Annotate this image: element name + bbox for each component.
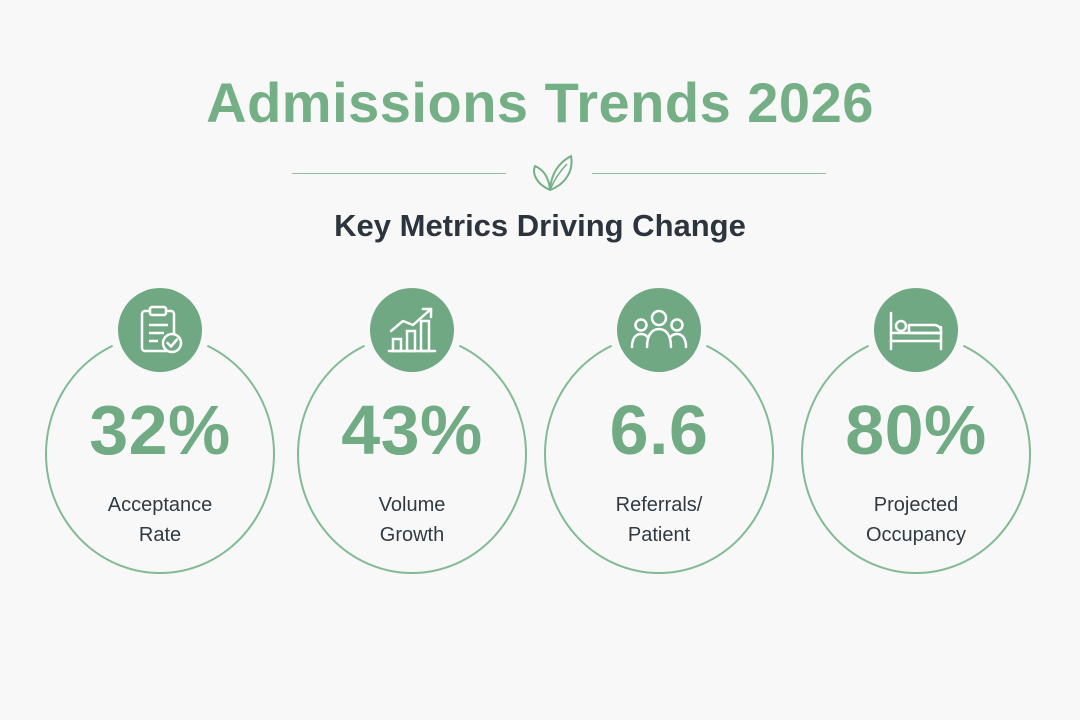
- bar-chart-growth-icon: [387, 307, 437, 353]
- metric-value-projected-occupancy: 80%: [845, 391, 987, 469]
- metric-label-line: Patient: [627, 524, 691, 546]
- metric-label-line: Occupancy: [865, 524, 967, 546]
- metric-label-line: Growth: [379, 524, 445, 546]
- bed-patient-icon: [889, 311, 943, 351]
- metric-badge-volume-growth: [370, 288, 454, 372]
- clipboard-check-icon: [140, 305, 183, 354]
- page-subtitle: Key Metrics Driving Change: [334, 208, 746, 243]
- metric-label-volume-growth: Volume Growth: [297, 490, 527, 550]
- metric-label-acceptance-rate: Acceptance Rate: [45, 490, 275, 550]
- metric-value-acceptance-rate: 32%: [89, 391, 231, 469]
- metric-label-line: Acceptance: [107, 494, 213, 516]
- metric-badge-projected-occupancy: [874, 288, 958, 372]
- metric-label-line: Referrals/: [615, 494, 703, 516]
- metric-badge-referrals-patient: [617, 288, 701, 372]
- group-people-icon: [630, 309, 688, 349]
- metric-label-projected-occupancy: Projected Occupancy: [801, 490, 1031, 550]
- metric-badge-acceptance-rate: [118, 288, 202, 372]
- metric-label-line: Volume: [378, 494, 446, 516]
- metric-value-volume-growth: 43%: [341, 391, 483, 469]
- leaf-icon: [533, 155, 573, 191]
- page-title: Admissions Trends 2026: [206, 71, 874, 134]
- metric-label-line: Rate: [138, 524, 182, 546]
- title-divider-right: [592, 173, 826, 174]
- metric-label-referrals-patient: Referrals/ Patient: [544, 490, 774, 550]
- metric-label-line: Projected: [873, 494, 959, 516]
- title-divider-left: [292, 173, 506, 174]
- metric-value-referrals-patient: 6.6: [609, 391, 709, 469]
